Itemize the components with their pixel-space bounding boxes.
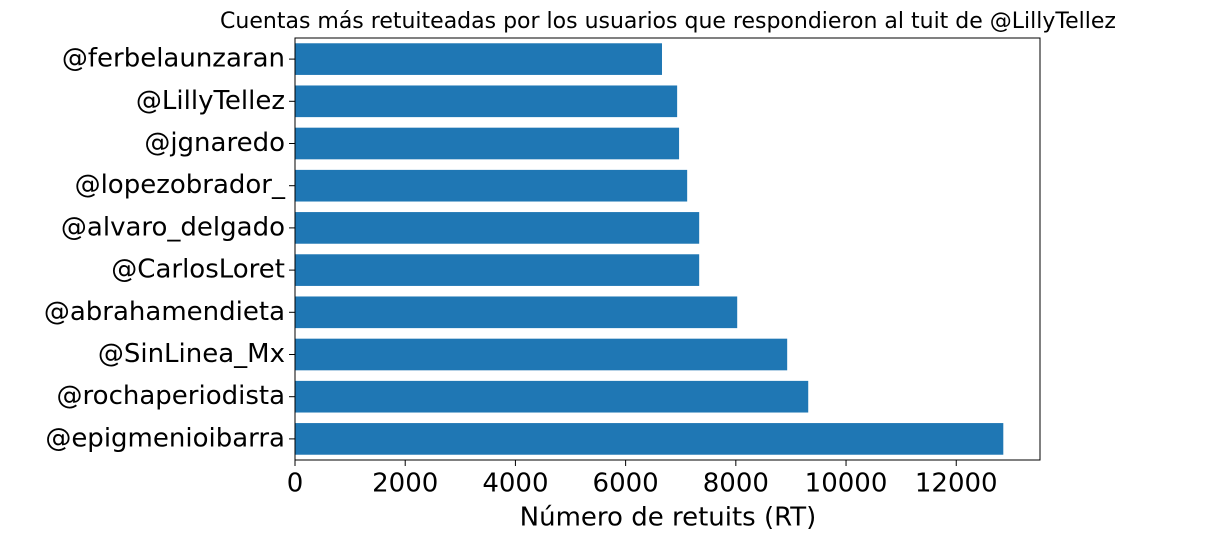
bar xyxy=(295,169,688,202)
bar xyxy=(295,43,662,75)
bar xyxy=(295,338,788,371)
y-tick-label: @ferbelaunzaran xyxy=(62,44,285,74)
bar xyxy=(295,127,680,160)
x-axis-label: Número de retuits (RT) xyxy=(520,503,817,533)
x-tick-label: 0 xyxy=(287,469,304,499)
y-tick-label: @CarlosLoret xyxy=(111,255,285,285)
plot-frame xyxy=(294,37,1041,461)
y-tick-label: @alvaro_delgado xyxy=(61,212,285,242)
x-tick-label: 4000 xyxy=(482,469,548,499)
y-tick-label: @lopezobrador_ xyxy=(75,170,286,200)
x-tick-label: 6000 xyxy=(593,469,659,499)
bar xyxy=(295,212,700,244)
bar xyxy=(295,296,738,329)
x-tick-label: 10000 xyxy=(805,469,888,499)
y-tick-label: @abrahamendieta xyxy=(44,297,285,327)
bar xyxy=(295,380,809,413)
y-tick-label: @jgnaredo xyxy=(144,128,285,158)
y-tick-label: @SinLinea_Mx xyxy=(98,339,285,369)
y-tick-label: @epigmenioibarra xyxy=(45,423,285,453)
bar xyxy=(295,423,1004,455)
bar xyxy=(295,254,700,286)
chart-title: Cuentas más retuiteadas por los usuarios… xyxy=(220,9,1116,34)
x-tick-label: 12000 xyxy=(915,469,998,499)
bar xyxy=(295,85,678,118)
x-tick-label: 8000 xyxy=(703,469,769,499)
y-tick-label: @LillyTellez xyxy=(136,86,285,116)
y-tick-label: @rochaperiodista xyxy=(57,381,285,411)
x-tick-label: 2000 xyxy=(372,469,438,499)
